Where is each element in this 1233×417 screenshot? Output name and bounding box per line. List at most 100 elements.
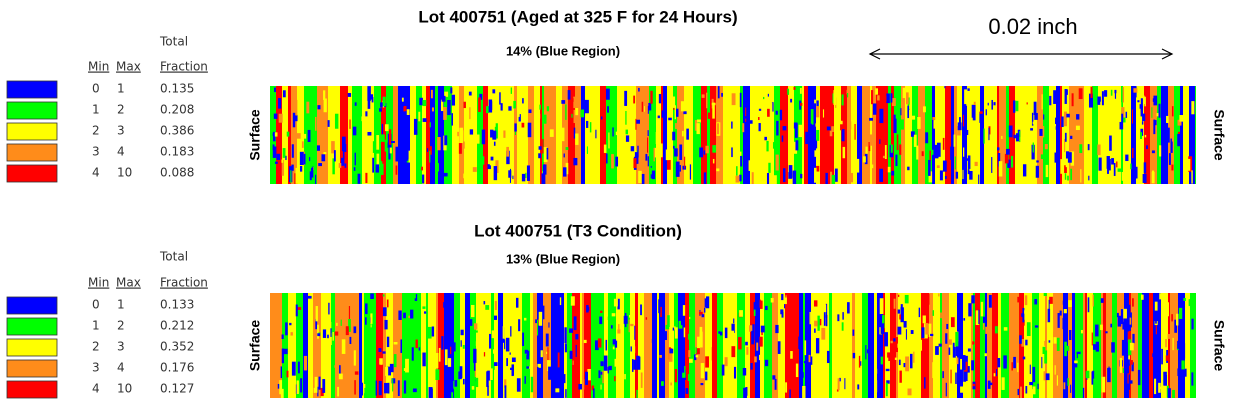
map-speck (272, 144, 275, 151)
map-speck (724, 357, 728, 367)
map-stripe (847, 86, 851, 184)
map-speck (982, 323, 985, 330)
map-speck (1140, 98, 1143, 112)
map-speck (414, 298, 418, 301)
map-speck (809, 311, 811, 325)
map-speck (963, 318, 966, 321)
map-speck (699, 331, 703, 348)
map-speck (795, 363, 799, 378)
map-speck (978, 174, 980, 184)
map-speck (930, 333, 934, 337)
map-speck (614, 376, 616, 382)
map-speck (400, 139, 404, 155)
map-speck (327, 120, 330, 127)
map-speck (841, 129, 845, 142)
map-speck (955, 171, 959, 179)
map-speck (460, 329, 464, 336)
map-speck (388, 129, 392, 145)
map-stripe (772, 293, 778, 398)
map-speck (890, 340, 893, 344)
map-speck (674, 369, 678, 383)
legend-min: 0 (92, 82, 100, 96)
map-stripe (503, 293, 508, 398)
map-speck (422, 352, 426, 367)
map-speck (389, 363, 394, 373)
map-speck (1142, 113, 1146, 122)
map-speck (1131, 362, 1134, 372)
map-stripe (404, 86, 410, 184)
map-stripe (347, 293, 351, 398)
map-stripe (829, 293, 832, 398)
map-speck (1163, 375, 1168, 386)
map-speck (502, 140, 506, 144)
map-speck (1041, 356, 1043, 369)
map-speck (736, 109, 740, 118)
map-speck (857, 87, 862, 91)
map-speck (1063, 309, 1067, 314)
map-speck (774, 378, 777, 390)
map-stripe (464, 86, 470, 184)
map-speck (365, 317, 367, 325)
map-speck (1191, 372, 1194, 386)
map-speck (964, 89, 968, 105)
legend-swatch (6, 359, 58, 378)
map-speck (899, 144, 902, 155)
map-stripe (992, 293, 998, 398)
map-speck (591, 385, 595, 391)
map-speck (1064, 173, 1067, 180)
map-stripe (1144, 86, 1150, 184)
map-speck (522, 332, 525, 347)
map-speck (907, 166, 910, 171)
map-speck (960, 386, 964, 393)
map-speck (1191, 318, 1194, 330)
map-speck (862, 300, 864, 311)
map-speck (285, 322, 288, 336)
map-speck (281, 159, 284, 163)
map-speck (607, 366, 609, 374)
map-speck (625, 135, 630, 142)
map-speck (971, 295, 975, 304)
map-speck (1102, 131, 1104, 137)
map-speck (1179, 115, 1184, 122)
map-speck (429, 122, 431, 128)
map-stripe (313, 293, 321, 398)
map-speck (739, 345, 741, 356)
map-stripe (663, 86, 667, 184)
map-speck (421, 166, 423, 171)
map-stripe (661, 86, 663, 184)
map-speck (918, 307, 921, 318)
map-speck (660, 143, 663, 158)
map-speck (1107, 173, 1110, 176)
map-stripe (757, 86, 763, 184)
map-speck (792, 170, 797, 184)
map-speck (1069, 330, 1072, 341)
map-speck (691, 326, 694, 340)
map-stripe (522, 293, 530, 398)
map-speck (499, 134, 501, 144)
map-speck (1171, 164, 1174, 171)
map-speck (911, 115, 916, 120)
map-speck (682, 305, 686, 316)
map-speck (900, 304, 903, 311)
map-speck (1095, 341, 1100, 352)
map-speck (308, 295, 312, 299)
map-speck (1043, 114, 1045, 120)
map-speck (564, 343, 567, 353)
map-speck (780, 309, 784, 315)
map-speck (717, 86, 720, 99)
map-speck (666, 159, 671, 170)
map-speck (602, 370, 604, 384)
map-speck (548, 366, 552, 380)
map-stripe (973, 293, 975, 398)
map-speck (1031, 112, 1034, 126)
map-speck (653, 344, 657, 347)
map-speck (289, 322, 292, 326)
map-speck (833, 90, 837, 106)
map-speck (332, 158, 335, 175)
map-speck (846, 89, 848, 95)
map-speck (945, 382, 947, 397)
map-speck (476, 343, 481, 353)
map-speck (1100, 298, 1104, 303)
map-speck (365, 111, 368, 117)
map-speck (825, 172, 828, 184)
